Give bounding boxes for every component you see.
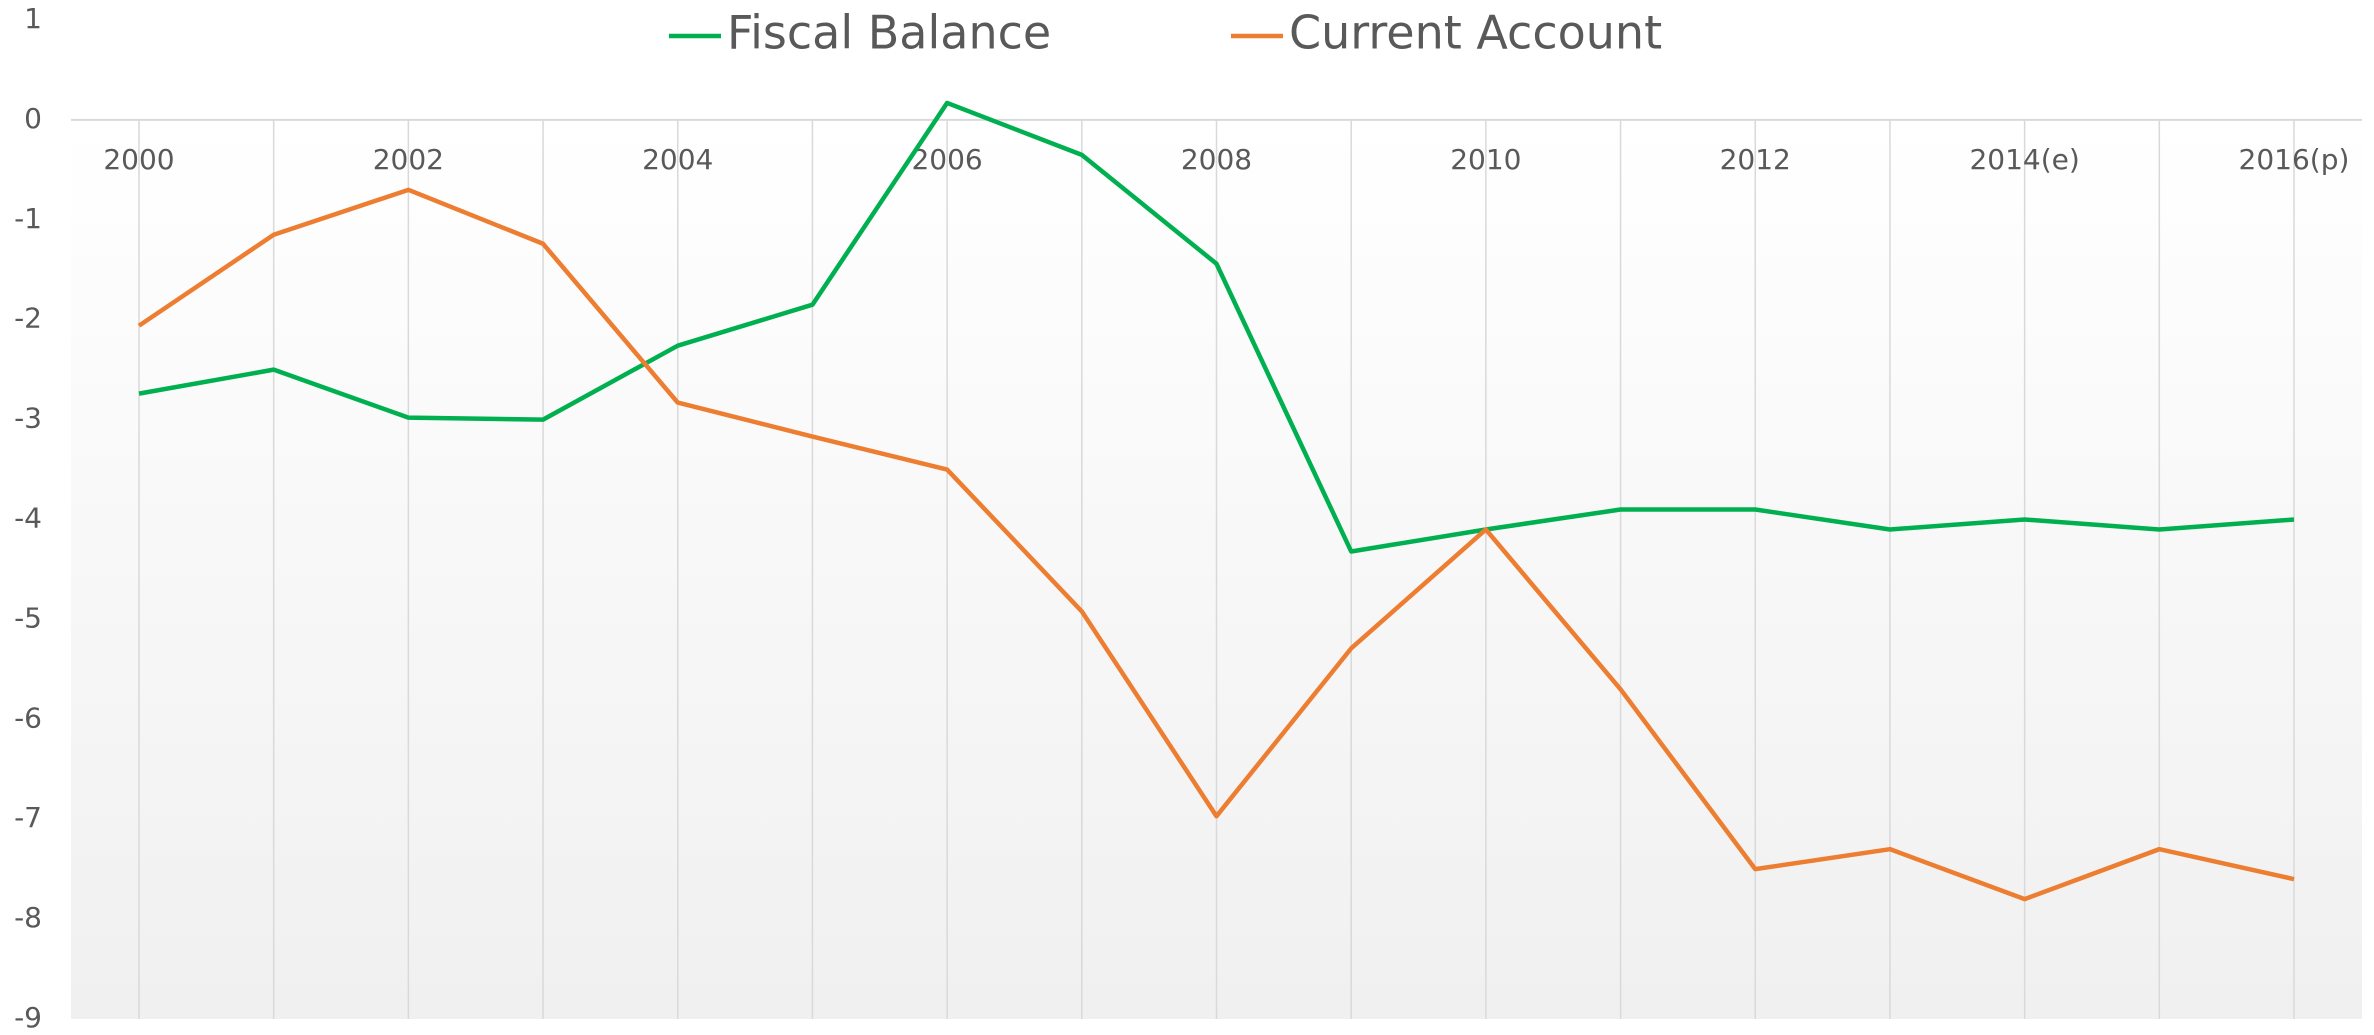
y-tick-label: -6 xyxy=(14,701,42,734)
x-tick-label: 2004 xyxy=(642,143,713,176)
x-tick-label: 2014(e) xyxy=(1969,143,2079,176)
series-line xyxy=(138,100,2295,554)
series-line xyxy=(137,187,2295,902)
legend-label: Current Account xyxy=(1289,6,1662,60)
y-tick-label: -5 xyxy=(14,601,42,634)
x-tick-label: 2006 xyxy=(911,143,982,176)
y-tick-label: -8 xyxy=(14,901,42,934)
legend-label: Fiscal Balance xyxy=(727,6,1051,60)
x-tick-label: 2012 xyxy=(1720,143,1791,176)
y-tick-label: -4 xyxy=(14,502,42,535)
y-tick-label: -1 xyxy=(14,202,42,235)
y-tick-label: 1 xyxy=(24,2,42,35)
x-tick-label: 2016(p) xyxy=(2239,143,2350,176)
x-tick-label: 2008 xyxy=(1181,143,1252,176)
x-tick-label: 2002 xyxy=(373,143,444,176)
y-tick-label: 0 xyxy=(24,102,42,135)
y-tick-label: -2 xyxy=(14,302,42,335)
x-tick-label: 2010 xyxy=(1450,143,1521,176)
y-tick-label: -7 xyxy=(14,801,42,834)
y-tick-label: -9 xyxy=(14,1001,42,1031)
y-tick-label: -3 xyxy=(14,402,42,435)
x-tick-label: 2000 xyxy=(103,143,174,176)
